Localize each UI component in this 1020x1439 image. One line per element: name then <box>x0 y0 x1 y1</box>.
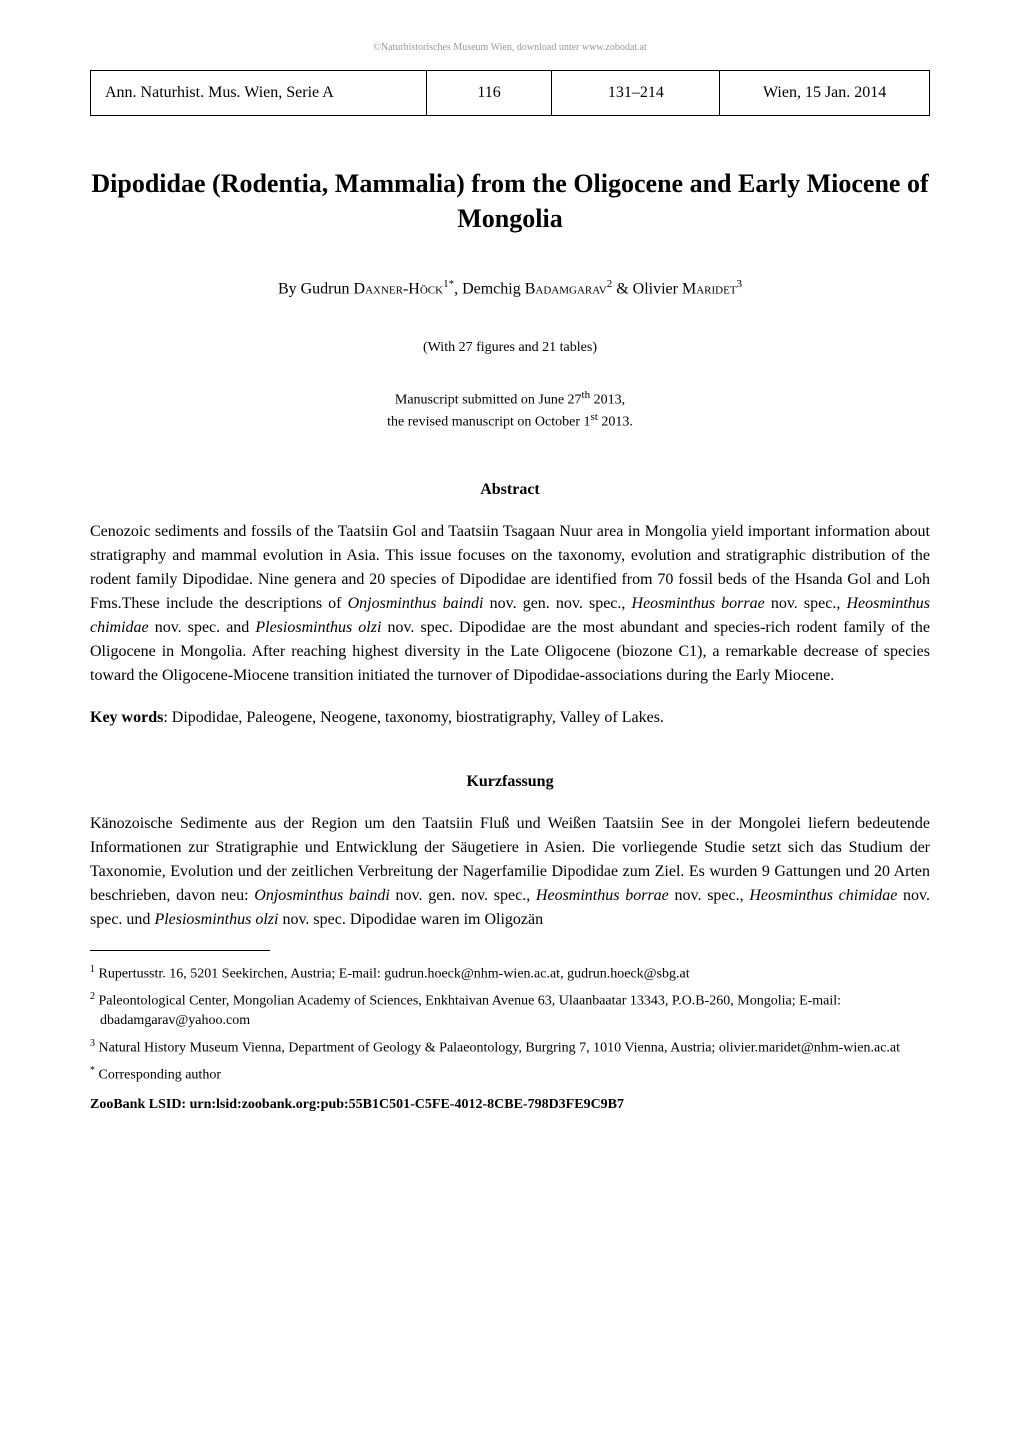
author1-sup: 1* <box>443 278 454 290</box>
footnote-2: 2 Paleontological Center, Mongolian Acad… <box>90 990 930 1031</box>
abstract-text-c: nov. spec., <box>765 595 847 612</box>
manuscript-line2: the revised manuscript on October 1 <box>387 415 590 430</box>
figures-tables-note: (With 27 figures and 21 tables) <box>90 337 930 358</box>
manuscript-sup1: th <box>582 389 591 401</box>
authors-line: By Gudrun Daxner-Höck1*, Demchig Badamga… <box>90 276 930 301</box>
authors-sep2: & Olivier <box>612 281 682 298</box>
footnote-3-text: Natural History Museum Vienna, Departmen… <box>95 1040 900 1055</box>
footnote-1-text: Rupertusstr. 16, 5201 Seekirchen, Austri… <box>95 966 690 981</box>
abstract-paragraph: Cenozoic sediments and fossils of the Ta… <box>90 520 930 688</box>
manuscript-dates: Manuscript submitted on June 27th 2013, … <box>90 388 930 433</box>
header-journal: Ann. Naturhist. Mus. Wien, Serie A <box>91 71 427 116</box>
abstract-species-1: Onjosminthus baindi <box>348 595 484 612</box>
keywords-label: Key words <box>90 709 163 726</box>
author3-surname: Maridet <box>682 281 737 298</box>
footnote-2-text: Paleontological Center, Mongolian Academ… <box>95 994 841 1029</box>
kurzfassung-text-e: nov. spec. Dipodidae waren im Oligozän <box>278 911 543 928</box>
article-title: Dipodidae (Rodentia, Mammalia) from the … <box>90 166 930 236</box>
kurzfassung-species-3: Heosminthus chimidae <box>749 887 897 904</box>
manuscript-sup2: st <box>590 411 597 423</box>
kurzfassung-heading: Kurzfassung <box>90 770 930 794</box>
abstract-text-d: nov. spec. and <box>149 619 256 636</box>
kurzfassung-species-1: Onjosminthus baindi <box>254 887 390 904</box>
abstract-text-b: nov. gen. nov. spec., <box>484 595 632 612</box>
manuscript-cont1: 2013, <box>590 392 625 407</box>
author2-surname: Badamgarav <box>525 281 607 298</box>
manuscript-line1: Manuscript submitted on June 27 <box>395 392 582 407</box>
kurzfassung-species-4: Plesiosminthus olzi <box>154 911 278 928</box>
authors-prefix: By Gudrun <box>278 281 354 298</box>
abstract-species-4: Plesiosminthus olzi <box>255 619 381 636</box>
kurzfassung-text-b: nov. gen. nov. spec., <box>390 887 536 904</box>
abstract-heading: Abstract <box>90 478 930 502</box>
header-table: Ann. Naturhist. Mus. Wien, Serie A 116 1… <box>90 70 930 116</box>
header-row: Ann. Naturhist. Mus. Wien, Serie A 116 1… <box>91 71 930 116</box>
footnote-divider <box>90 950 270 951</box>
header-date: Wien, 15 Jan. 2014 <box>720 71 930 116</box>
author3-sup: 3 <box>737 278 743 290</box>
header-pages: 131–214 <box>552 71 720 116</box>
footnote-4: * Corresponding author <box>90 1064 930 1085</box>
footnote-4-text: Corresponding author <box>95 1068 221 1083</box>
kurzfassung-paragraph: Känozoische Sedimente aus der Region um … <box>90 812 930 932</box>
abstract-species-2: Heosminthus borrae <box>632 595 765 612</box>
manuscript-cont2: 2013. <box>598 415 633 430</box>
footnote-3: 3 Natural History Museum Vienna, Departm… <box>90 1037 930 1058</box>
keywords-line: Key words: Dipodidae, Paleogene, Neogene… <box>90 706 930 730</box>
header-volume: 116 <box>426 71 552 116</box>
kurzfassung-species-2: Heosminthus borrae <box>536 887 669 904</box>
authors-sep1: , Demchig <box>454 281 525 298</box>
zoobank-lsid: ZooBank LSID: urn:lsid:zoobank.org:pub:5… <box>90 1095 930 1115</box>
footnote-1: 1 Rupertusstr. 16, 5201 Seekirchen, Aust… <box>90 963 930 984</box>
watermark-text: ©Naturhistorisches Museum Wien, download… <box>90 40 930 55</box>
kurzfassung-text-c: nov. spec., <box>669 887 750 904</box>
footnotes-block: 1 Rupertusstr. 16, 5201 Seekirchen, Aust… <box>90 963 930 1115</box>
author1-surname: Daxner-Höck <box>354 281 444 298</box>
keywords-text: : Dipodidae, Paleogene, Neogene, taxonom… <box>163 709 664 726</box>
